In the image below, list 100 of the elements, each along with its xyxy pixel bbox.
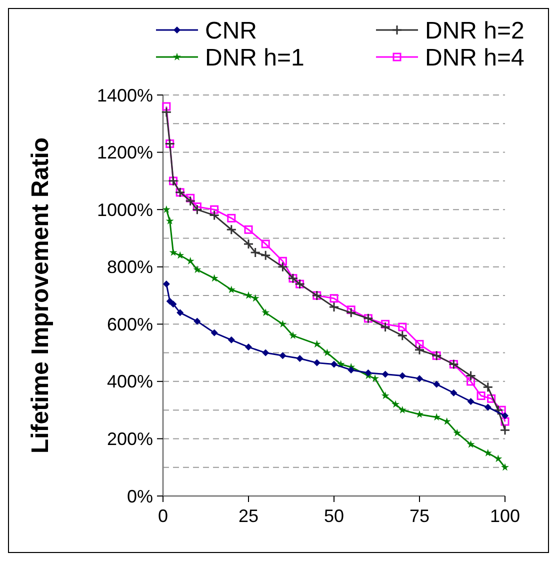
point — [330, 294, 338, 303]
point — [323, 348, 332, 356]
point — [244, 291, 252, 299]
point — [442, 417, 451, 425]
point — [371, 374, 380, 382]
point — [450, 389, 458, 396]
point — [288, 331, 297, 339]
point — [262, 308, 270, 316]
point — [487, 394, 496, 403]
point — [415, 340, 424, 348]
point — [194, 318, 201, 325]
point — [466, 370, 476, 381]
point — [261, 240, 270, 248]
point — [484, 404, 492, 411]
point — [209, 210, 220, 221]
point — [227, 286, 236, 294]
point — [382, 370, 389, 378]
point — [466, 377, 476, 386]
point — [392, 400, 400, 408]
point — [484, 448, 492, 456]
point — [476, 392, 486, 400]
point — [193, 266, 202, 274]
y-tick-label: 1400% — [96, 85, 153, 106]
point — [500, 417, 510, 426]
x-tick-label: 100 — [490, 506, 520, 526]
point — [162, 102, 171, 111]
point — [244, 225, 253, 234]
point — [364, 369, 372, 376]
point — [277, 262, 288, 272]
point — [397, 330, 408, 341]
point — [210, 205, 219, 214]
point — [166, 216, 174, 224]
point — [192, 202, 202, 211]
point — [186, 256, 194, 265]
x-tick-label: 25 — [238, 506, 259, 526]
point — [161, 106, 172, 118]
point — [243, 238, 254, 250]
point — [279, 352, 286, 360]
point — [453, 428, 462, 436]
point — [398, 372, 406, 380]
x-tick-label: 0 — [158, 506, 168, 526]
point — [185, 196, 196, 206]
point — [466, 440, 475, 448]
point — [494, 454, 502, 462]
point — [245, 344, 252, 351]
y-tick-label: 0% — [126, 486, 153, 506]
point — [278, 320, 287, 328]
point — [228, 336, 235, 344]
point — [380, 322, 391, 332]
point — [313, 359, 320, 366]
point — [414, 344, 425, 356]
point — [398, 406, 406, 414]
point — [210, 274, 218, 282]
legend-label: DNR h=2 — [425, 17, 524, 44]
legend-label: DNR h=4 — [425, 44, 524, 72]
point — [467, 398, 474, 405]
point — [262, 349, 270, 356]
point — [346, 307, 356, 318]
y-tick-label: 600% — [106, 314, 153, 334]
point — [346, 306, 356, 314]
point — [502, 412, 508, 420]
point — [416, 375, 423, 382]
point — [492, 404, 504, 416]
y-axis-title: Lifetime Improvement Ratio — [27, 137, 54, 454]
y-tick-label: 1000% — [96, 200, 153, 220]
point — [381, 392, 390, 400]
point — [226, 224, 237, 235]
point — [170, 300, 177, 308]
point — [260, 250, 271, 261]
y-tick-label: 800% — [106, 257, 153, 278]
point — [176, 251, 184, 259]
point — [210, 329, 218, 336]
point — [176, 309, 184, 316]
point — [433, 380, 440, 388]
point — [192, 204, 202, 215]
point — [398, 322, 407, 332]
point — [381, 320, 390, 328]
point — [328, 302, 340, 312]
point — [432, 413, 441, 421]
point — [330, 360, 338, 368]
x-tick-label: 75 — [409, 506, 430, 526]
legend-label: DNR h=1 — [205, 44, 304, 72]
y-tick-label: 200% — [106, 429, 153, 450]
point — [162, 280, 170, 288]
point — [162, 205, 170, 213]
point — [348, 366, 355, 374]
point — [278, 256, 287, 266]
y-tick-label: 1200% — [96, 142, 153, 163]
point — [500, 424, 510, 436]
point — [501, 463, 509, 471]
point — [186, 194, 195, 202]
point — [250, 247, 261, 258]
point — [169, 248, 178, 256]
point — [251, 294, 260, 302]
y-tick-label: 400% — [106, 372, 153, 392]
point — [296, 355, 304, 362]
legend-label: CNR — [205, 17, 257, 44]
point — [227, 214, 236, 222]
x-tick-label: 50 — [324, 506, 344, 526]
point — [482, 382, 494, 392]
